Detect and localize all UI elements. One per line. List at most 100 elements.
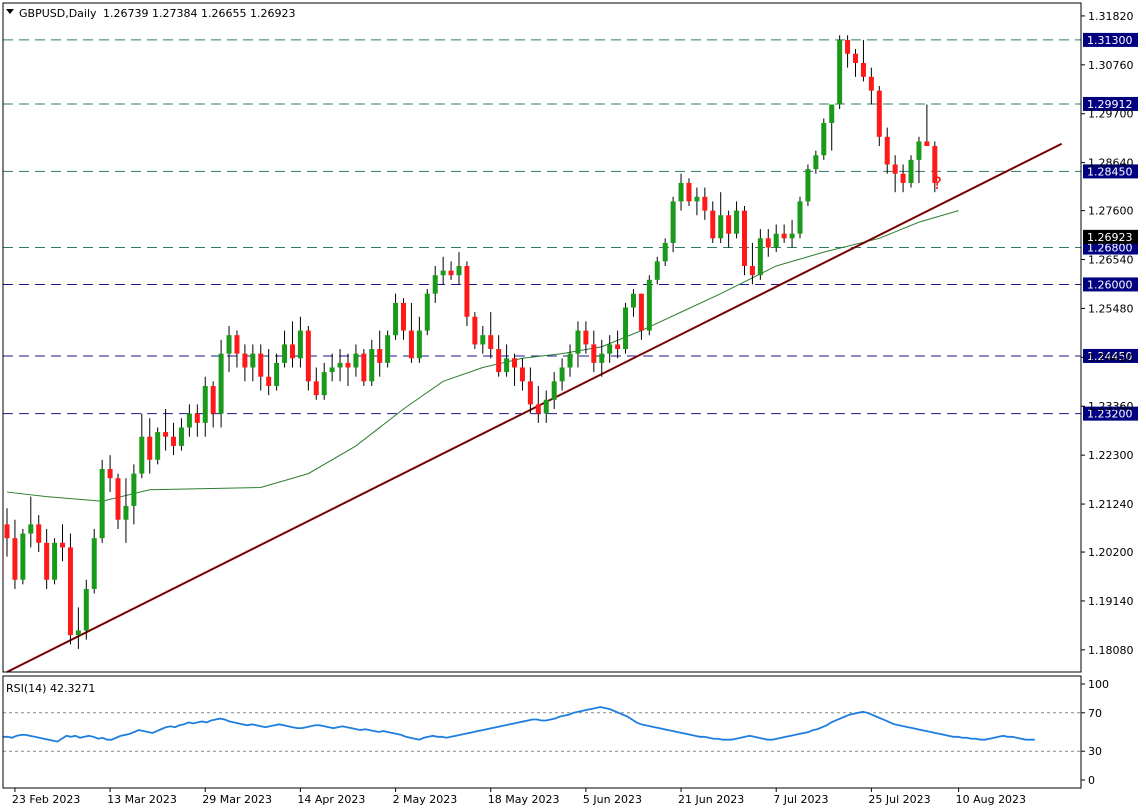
bull-candle — [837, 39, 843, 105]
bull-candle — [773, 233, 779, 248]
bear-candle — [932, 146, 938, 183]
bear-candle — [163, 432, 169, 437]
horizontal-levels: 1.31300 1.29912 1.28450 1.26800 1.26000 1.244… — [3, 32, 1138, 421]
price-tick-label: 1.20200 — [1088, 546, 1134, 559]
bull-candle — [186, 413, 192, 428]
bull-candle — [623, 307, 629, 350]
bull-candle — [694, 196, 700, 202]
price-tick-label: 1.22300 — [1088, 449, 1134, 462]
bear-candle — [892, 164, 898, 174]
bear-candle — [67, 547, 73, 636]
level-label: 1.24450 — [1087, 350, 1133, 363]
bear-candle — [726, 215, 732, 234]
bear-candle — [464, 265, 470, 317]
bear-candle — [496, 349, 502, 373]
bull-candle — [250, 353, 256, 368]
bull-candle — [369, 349, 375, 382]
rsi-tick-label: 0 — [1088, 774, 1095, 787]
date-tick-label: 13 Mar 2023 — [107, 793, 177, 806]
bull-candle — [480, 335, 486, 345]
bear-candle — [900, 173, 906, 183]
bull-candle — [718, 215, 724, 239]
bull-candle — [91, 538, 97, 589]
bull-candle — [28, 524, 34, 534]
bull-candle — [567, 353, 573, 368]
bull-candle — [543, 399, 549, 414]
price-tick-label: 1.23360 — [1088, 400, 1134, 413]
bear-candle — [519, 367, 525, 382]
ohlc-label: 1.26739 1.27384 1.26655 1.26923 — [103, 7, 295, 20]
bear-candle — [147, 436, 153, 460]
bear-candle — [60, 542, 66, 548]
level-label: 1.29912 — [1087, 98, 1133, 111]
bear-candle — [171, 436, 177, 446]
bear-candle — [853, 53, 859, 63]
level-label: 1.31300 — [1087, 34, 1133, 47]
bull-candle — [678, 182, 684, 202]
current-price-label: 1.26923 — [1087, 231, 1133, 244]
level-label-box — [1083, 348, 1138, 363]
bull-candle — [385, 335, 391, 363]
date-tick-label: 14 Apr 2023 — [297, 793, 365, 806]
level-label-box — [1083, 277, 1138, 292]
dropdown-triangle-icon[interactable] — [6, 9, 14, 14]
bear-candle — [4, 524, 10, 539]
bear-candle — [924, 141, 930, 147]
axes: 1.31820 1.30760 1.29700 1.28640 1.27600 1.265… — [2, 2, 1134, 806]
date-tick-label: 5 Jun 2023 — [583, 793, 642, 806]
rsi-tick-label: 70 — [1088, 707, 1102, 720]
bear-candle — [615, 344, 621, 350]
bear-candle — [115, 478, 121, 520]
bear-candle — [305, 330, 311, 382]
bull-candle — [83, 588, 89, 631]
price-tick-label: 1.18080 — [1088, 644, 1134, 657]
bear-candle — [845, 39, 851, 54]
bull-candle — [805, 169, 811, 202]
date-tick-label: 29 Mar 2023 — [202, 793, 272, 806]
price-tick-label: 1.28640 — [1088, 157, 1134, 170]
bull-candle — [52, 542, 58, 580]
date-tick-label: 23 Feb 2023 — [12, 793, 80, 806]
level-label: 1.26800 — [1087, 242, 1133, 255]
candlesticks — [4, 35, 938, 649]
rsi-label: RSI(14) 42.3271 — [6, 682, 95, 695]
bull-candle — [575, 330, 581, 354]
bull-candle — [662, 242, 668, 262]
bull-candle — [630, 293, 636, 308]
bear-candle — [535, 404, 541, 414]
bear-candle — [749, 265, 755, 276]
price-tick-label: 1.26540 — [1088, 254, 1134, 267]
bear-candle — [401, 302, 406, 331]
bear-candle — [583, 330, 589, 345]
level-label: 1.26000 — [1087, 278, 1133, 291]
bear-candle — [765, 238, 771, 248]
bull-candle — [829, 104, 835, 123]
bull-candle — [393, 302, 399, 336]
bull-candle — [821, 122, 827, 156]
bull-candle — [155, 432, 161, 460]
trendline-group — [6, 142, 1063, 673]
symbol-label: GBPUSD,Daily — [19, 7, 97, 20]
price-tick-label: 1.29700 — [1088, 108, 1134, 121]
bear-candle — [860, 62, 866, 77]
level-label-box — [1083, 240, 1138, 255]
bull-candle — [734, 210, 740, 234]
bull-candle — [551, 381, 557, 400]
bull-candle — [440, 270, 446, 276]
rsi-line — [3, 706, 1035, 743]
level-label-box — [1083, 32, 1138, 47]
bear-candle — [512, 358, 518, 368]
bull-candle — [789, 233, 795, 239]
bear-candle — [377, 349, 383, 363]
bull-candle — [599, 353, 605, 363]
price-tick-label: 1.30760 — [1088, 59, 1134, 72]
bull-candle — [282, 344, 288, 363]
bear-candle — [884, 136, 890, 165]
bull-candle — [916, 141, 922, 160]
level-label-box — [1083, 406, 1138, 421]
bull-candle — [20, 533, 26, 580]
bear-candle — [210, 385, 216, 414]
date-tick-label: 2 May 2023 — [393, 793, 458, 806]
